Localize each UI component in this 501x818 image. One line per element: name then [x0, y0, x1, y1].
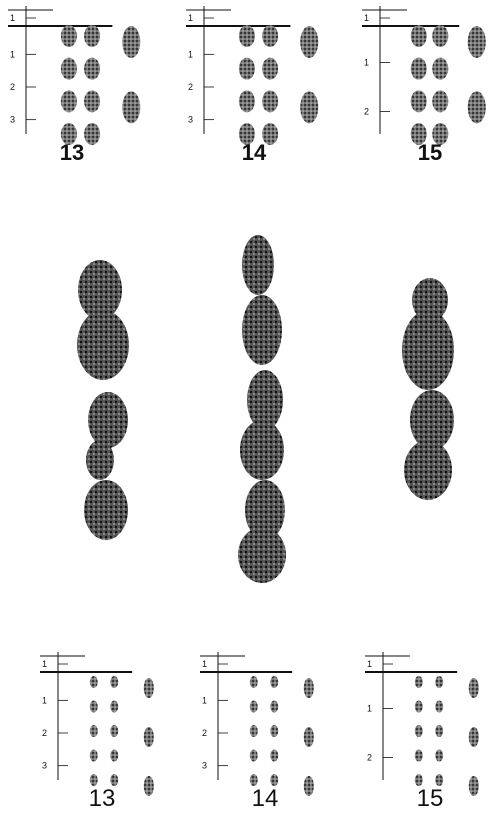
band-label: 1 — [188, 13, 193, 23]
chromosome — [300, 26, 318, 58]
chromatid — [435, 701, 443, 713]
band-label: 1 — [364, 13, 369, 23]
band-label: 1 — [202, 695, 207, 705]
chromatid — [61, 90, 77, 112]
chromosome — [469, 678, 479, 698]
chromatid — [415, 701, 423, 713]
band-label: 3 — [202, 761, 207, 771]
chromatid — [61, 25, 77, 47]
chromosome — [144, 776, 154, 796]
band-label: 3 — [188, 115, 193, 125]
band-label: 1 — [364, 58, 369, 68]
chromatid — [250, 676, 258, 688]
page: 1123131123141121511231311231411215 (() =… — [0, 0, 501, 818]
chromatid — [110, 750, 118, 762]
band-label: 1 — [367, 659, 372, 669]
chromosome — [300, 91, 318, 123]
micrograph-chromosome — [77, 260, 129, 540]
chromatid — [432, 90, 448, 112]
chromatid — [61, 58, 77, 80]
chromatid — [90, 725, 98, 737]
band-label: 1 — [367, 704, 372, 714]
chromatid — [84, 58, 100, 80]
chromatid — [90, 701, 98, 713]
band-label: 1 — [10, 49, 15, 59]
band-label: 1 — [202, 659, 207, 669]
band-label: 2 — [364, 107, 369, 117]
chromosome — [122, 91, 140, 123]
chromosome — [468, 91, 486, 123]
chromatid — [239, 90, 255, 112]
chromatid — [435, 725, 443, 737]
karyotype-panel: 1 1 2 3 13 — [40, 652, 154, 812]
chromatid — [432, 25, 448, 47]
chromatid — [250, 750, 258, 762]
karyotype-panel: 1 1 2 15 — [365, 652, 479, 812]
chromatid — [411, 25, 427, 47]
band-label: 1 — [10, 13, 15, 23]
karyotype-panel: 1 1 2 3 14 — [200, 652, 314, 812]
band-label: 1 — [188, 49, 193, 59]
chromosome — [144, 678, 154, 698]
chromatid — [262, 25, 278, 47]
chromosome — [304, 678, 314, 698]
micrograph-chromosome — [402, 278, 454, 500]
micrograph-chromosome — [238, 235, 286, 583]
chromatid — [84, 25, 100, 47]
chromatid — [270, 701, 278, 713]
chromosome — [469, 776, 479, 796]
chromosome — [304, 727, 314, 747]
chromosome-number: 14 — [242, 140, 267, 165]
band-label: 1 — [42, 695, 47, 705]
chromatid — [270, 725, 278, 737]
band-label: 1 — [42, 659, 47, 669]
chromosome — [468, 26, 486, 58]
chromatid — [250, 725, 258, 737]
chromosome-number: 13 — [60, 140, 84, 165]
chromatid — [110, 676, 118, 688]
chromatid — [239, 58, 255, 80]
chromatid — [90, 750, 98, 762]
karyotype-panel: 1 1 2 3 14 — [186, 6, 318, 165]
chromosome — [122, 26, 140, 58]
karyotype-panel: 1 1 2 3 13 — [8, 6, 140, 165]
band-label: 2 — [42, 728, 47, 738]
chromatid — [84, 90, 100, 112]
chromatid — [262, 58, 278, 80]
chromatid — [110, 725, 118, 737]
band-label: 3 — [42, 761, 47, 771]
chromosome-number: 15 — [417, 785, 444, 812]
band-label: 2 — [10, 82, 15, 92]
chromosome — [469, 727, 479, 747]
karyotype-panel: 1 1 2 15 — [362, 6, 486, 165]
chromatid — [90, 676, 98, 688]
chromosome-number: 14 — [252, 785, 279, 812]
chromatid — [435, 676, 443, 688]
chromosome — [144, 727, 154, 747]
band-label: 3 — [10, 115, 15, 125]
chromatid — [250, 701, 258, 713]
band-label: 2 — [202, 728, 207, 738]
chromatid — [84, 123, 100, 145]
chromosome-number: 13 — [89, 785, 116, 812]
chromatid — [415, 725, 423, 737]
chromatid — [270, 750, 278, 762]
chromatid — [239, 25, 255, 47]
chromatid — [415, 676, 423, 688]
chromosome — [304, 776, 314, 796]
band-label: 2 — [367, 753, 372, 763]
chromatid — [110, 701, 118, 713]
chromosome-number: 15 — [418, 140, 442, 165]
chromatid — [270, 676, 278, 688]
chromatid — [262, 90, 278, 112]
chromatid — [432, 58, 448, 80]
chromatid — [411, 58, 427, 80]
chromatid — [411, 90, 427, 112]
chromatid — [415, 750, 423, 762]
chromatid — [435, 750, 443, 762]
band-label: 2 — [188, 82, 193, 92]
figure: 1 1 2 3 13 1 1 2 3 14 1 1 2 15 1 1 2 3 13 1 1 2 3 14 1 1 2 15 — [0, 0, 501, 818]
